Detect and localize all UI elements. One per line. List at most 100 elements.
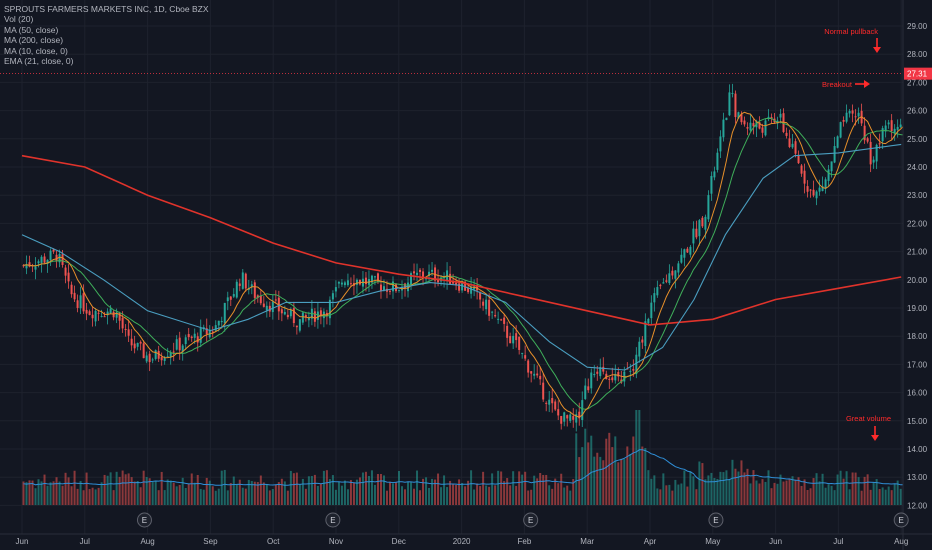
candle-body xyxy=(518,336,521,350)
volume-bar xyxy=(542,474,545,505)
volume-bar xyxy=(899,488,902,505)
candle-body xyxy=(845,112,848,122)
candle-body xyxy=(641,339,644,343)
candle-body xyxy=(758,122,761,129)
volume-bar xyxy=(596,452,599,505)
candle-body xyxy=(316,311,319,320)
volume-bar xyxy=(740,460,743,505)
volume-bar xyxy=(404,489,407,505)
earnings-marker[interactable]: E xyxy=(708,512,724,528)
volume-bar xyxy=(707,475,710,505)
candle-body xyxy=(379,284,382,291)
candle-body xyxy=(488,299,491,316)
volume-bar xyxy=(632,436,635,505)
volume-bar xyxy=(334,489,337,505)
volume-bar xyxy=(758,483,761,505)
candle-body xyxy=(737,112,740,119)
ma200-line xyxy=(21,154,902,326)
price-tick-label: 12.00 xyxy=(907,501,928,510)
candle-body xyxy=(548,399,551,405)
candle-body xyxy=(710,175,713,194)
candle-body xyxy=(43,256,46,263)
volume-bar xyxy=(440,487,443,505)
candle-body xyxy=(428,271,431,277)
time-tick-label: Jun xyxy=(16,537,29,546)
candle-body xyxy=(193,333,196,338)
candle-body xyxy=(824,179,827,189)
volume-bar xyxy=(842,478,845,505)
earnings-marker[interactable]: E xyxy=(523,512,539,528)
candle-body xyxy=(226,297,229,302)
candle-body xyxy=(806,186,809,192)
time-tick-label: Sep xyxy=(203,537,218,546)
earnings-marker[interactable]: E xyxy=(325,512,341,528)
volume-bar xyxy=(863,476,866,505)
volume-bar xyxy=(325,470,328,505)
time-tick-label: Jul xyxy=(833,537,843,546)
volume-ma-line xyxy=(23,449,922,487)
candle-body xyxy=(815,191,818,199)
time-tick-label: Jun xyxy=(769,537,782,546)
candle-body xyxy=(449,273,452,285)
candle-body xyxy=(659,284,662,287)
volume-bar xyxy=(337,481,340,505)
volume-bar xyxy=(521,474,524,505)
price-tick-label: 19.00 xyxy=(907,304,928,313)
volume-bar xyxy=(187,483,190,505)
volume-bar xyxy=(55,477,58,505)
volume-bar xyxy=(407,481,410,505)
volume-bar xyxy=(238,479,241,505)
candle-body xyxy=(85,309,88,314)
volume-bar xyxy=(364,471,367,505)
candle-body xyxy=(404,283,407,289)
candle-body xyxy=(872,159,875,163)
candle-body xyxy=(461,282,464,291)
volume-bar xyxy=(73,470,76,505)
candle-body xyxy=(761,127,764,133)
volume-bar xyxy=(626,446,629,505)
volume-bar xyxy=(163,490,166,505)
candle-body xyxy=(355,279,358,285)
volume-bar xyxy=(665,485,668,505)
volume-bar xyxy=(322,470,325,505)
volume-bar xyxy=(205,477,208,505)
volume-bar xyxy=(310,476,313,505)
volume-bar xyxy=(244,488,247,505)
candle-body xyxy=(677,263,680,273)
volume-bar xyxy=(581,447,584,505)
volume-bar xyxy=(830,485,833,505)
volume-bar xyxy=(413,488,416,505)
candle-body xyxy=(160,357,163,361)
candle-body xyxy=(587,386,590,391)
volume-bar xyxy=(410,482,413,505)
candle-body xyxy=(166,356,169,358)
volume-bar xyxy=(593,456,596,505)
volume-bar xyxy=(695,489,698,505)
volume-bar xyxy=(367,476,370,505)
volume-bar xyxy=(803,479,806,505)
volume-bar xyxy=(881,487,884,505)
volume-bar xyxy=(590,435,593,505)
candle-body xyxy=(154,350,157,359)
volume-bar xyxy=(884,489,887,505)
candle-body xyxy=(590,372,593,389)
svg-text:E: E xyxy=(528,516,533,525)
earnings-marker[interactable]: E xyxy=(136,512,152,528)
candle-body xyxy=(349,283,352,285)
candle-body xyxy=(58,253,61,263)
volume-bar xyxy=(503,481,506,505)
volume-bar xyxy=(361,472,364,505)
candle-body xyxy=(578,411,581,419)
volume-bar xyxy=(656,488,659,505)
candle-body xyxy=(259,295,262,304)
volume-bar xyxy=(629,453,632,505)
earnings-marker[interactable]: E xyxy=(893,512,909,528)
price-axis[interactable] xyxy=(903,0,932,550)
candle-body xyxy=(106,311,109,316)
volume-bar xyxy=(328,479,331,505)
candle-body xyxy=(854,116,857,118)
volume-bar xyxy=(455,484,458,505)
volume-bar xyxy=(524,471,527,505)
volume-bar xyxy=(307,476,310,505)
